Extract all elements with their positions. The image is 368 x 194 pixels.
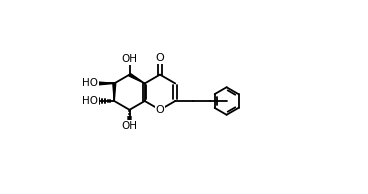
Text: O: O (156, 105, 164, 115)
Text: HO: HO (82, 78, 98, 88)
Polygon shape (113, 83, 116, 101)
Polygon shape (129, 73, 145, 83)
Polygon shape (98, 82, 114, 85)
Text: HO: HO (82, 96, 98, 106)
Text: O: O (156, 53, 164, 63)
Text: OH: OH (121, 54, 138, 64)
Text: OH: OH (121, 121, 138, 131)
